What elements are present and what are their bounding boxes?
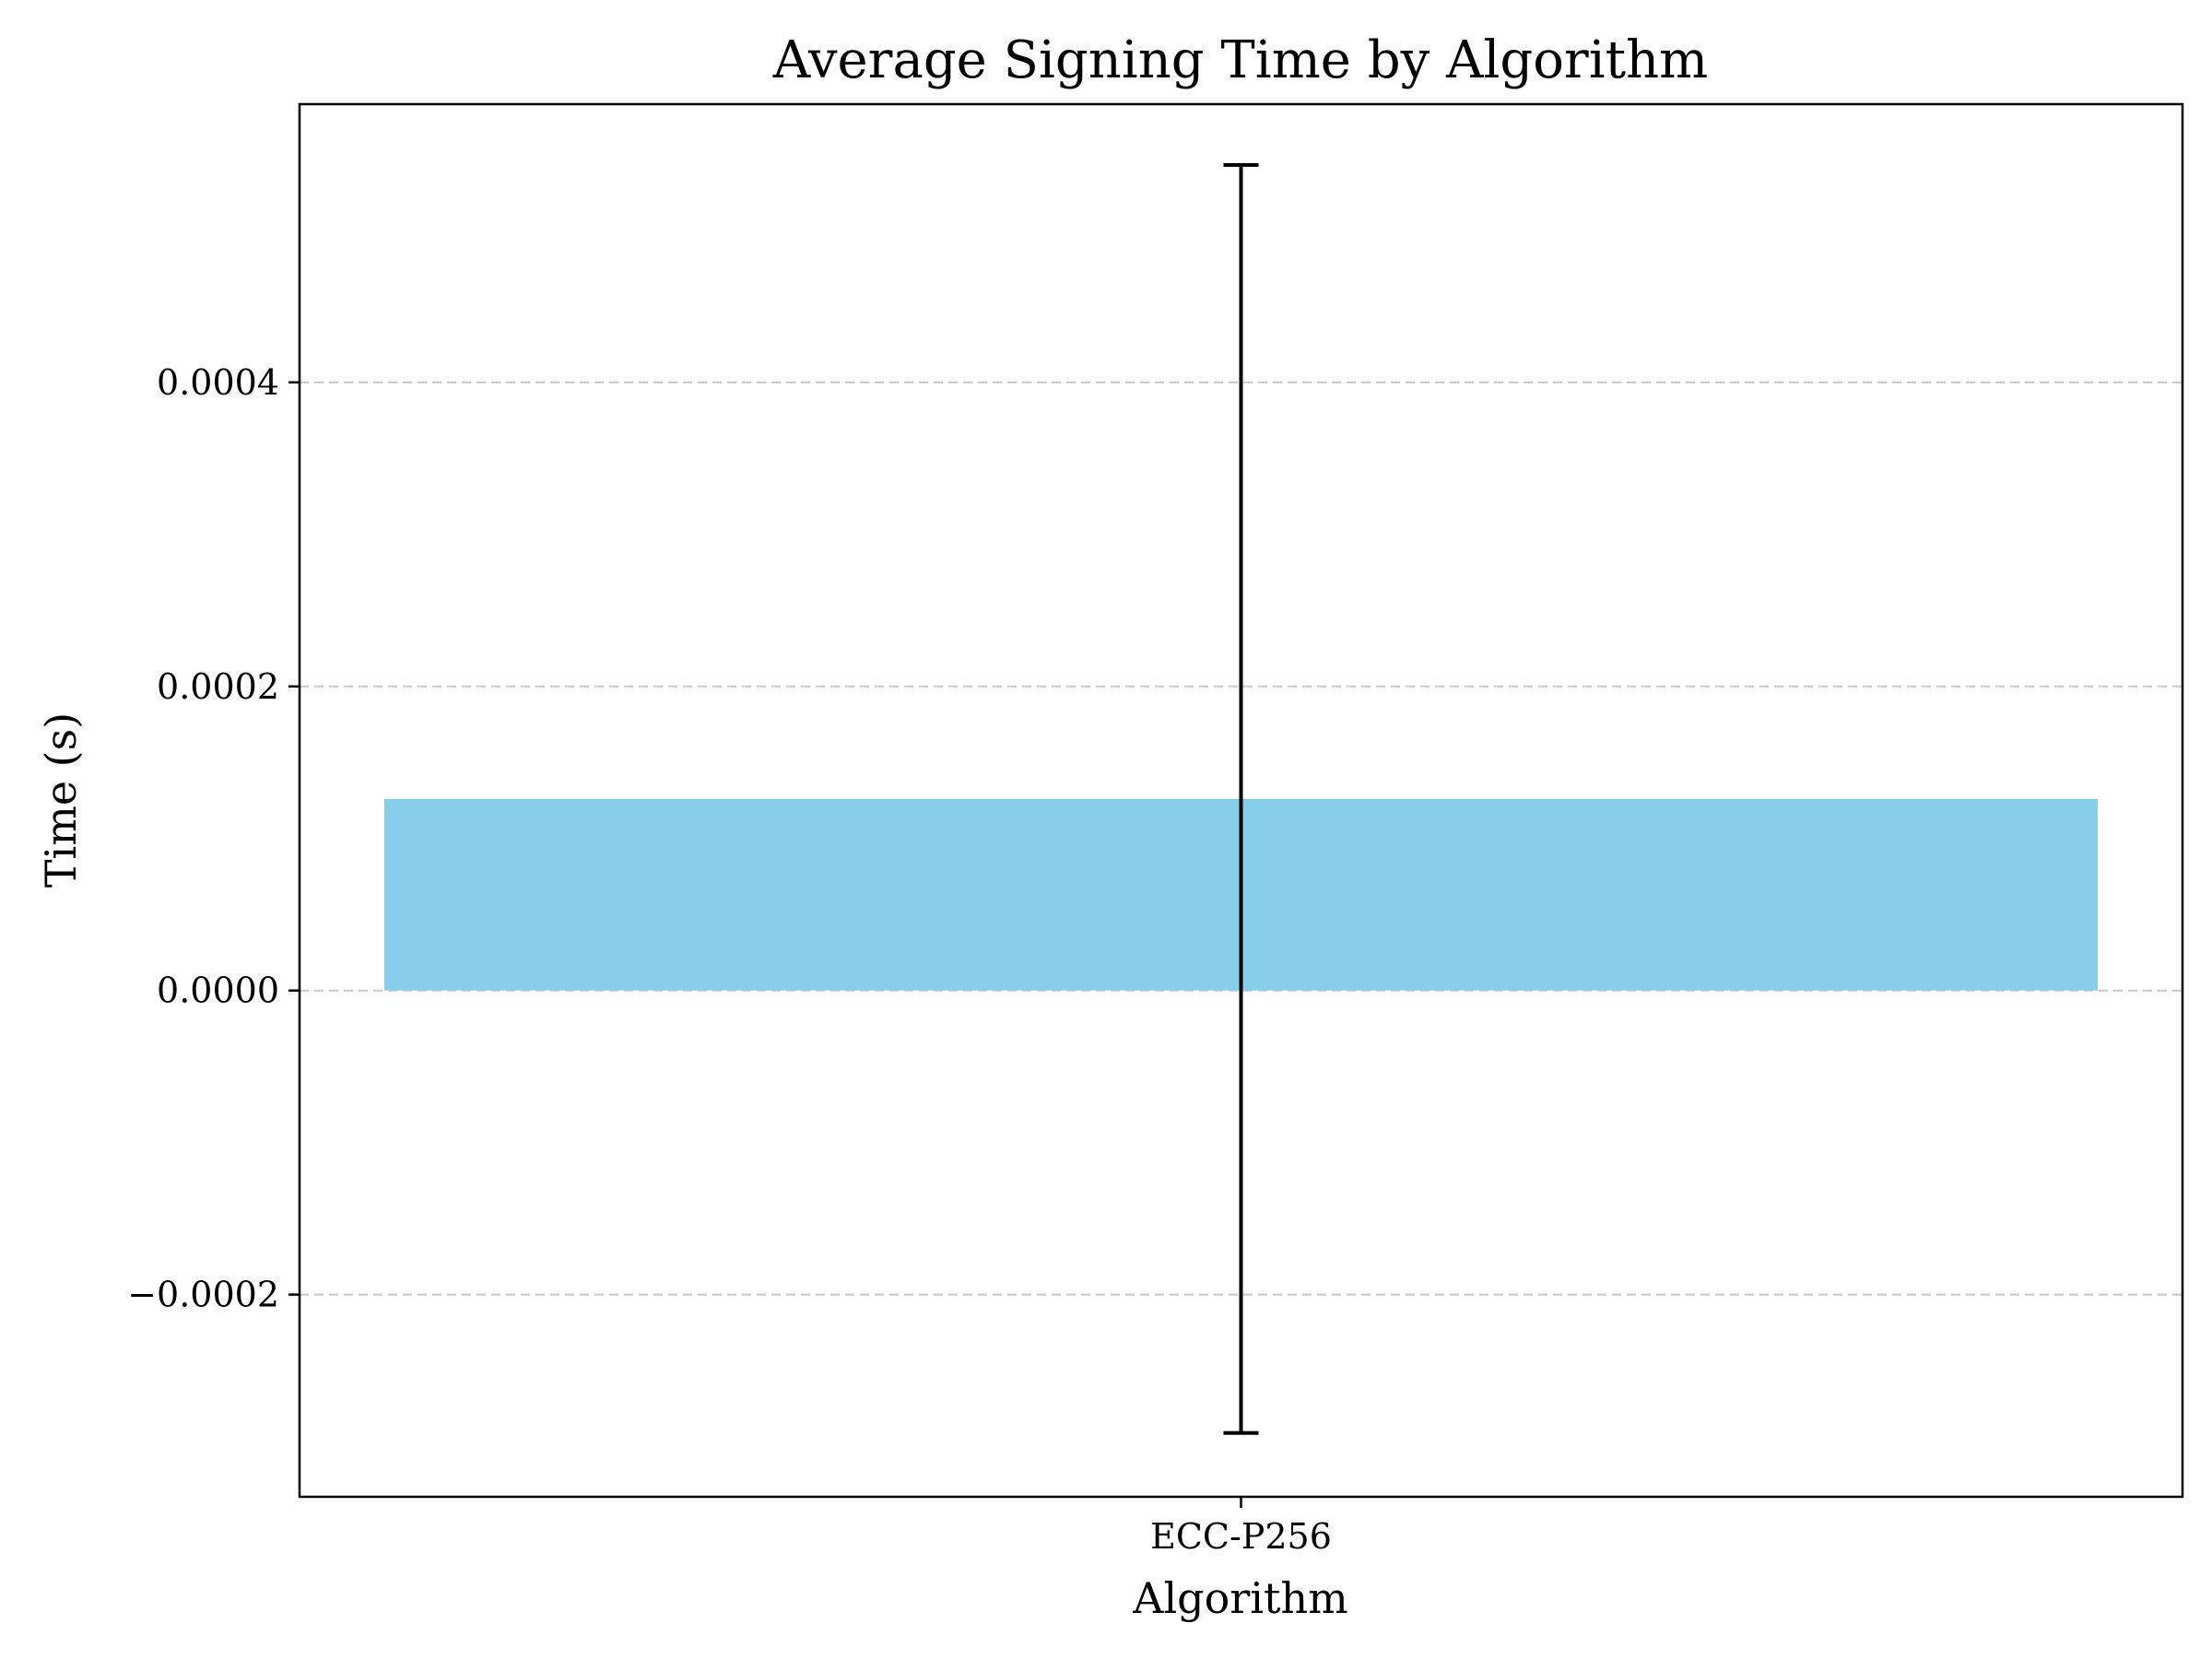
x-axis-label: Algorithm	[1132, 1573, 1348, 1623]
y-tick-label: 0.0004	[157, 362, 279, 403]
x-tick-label: ECC-P256	[1150, 1516, 1332, 1557]
y-tick-label: 0.0002	[157, 666, 279, 707]
error-bar	[1223, 162, 1259, 1435]
y-tick-label: −0.0002	[127, 1275, 279, 1315]
y-axis-label: Time (s)	[36, 712, 86, 888]
error-bars	[1223, 162, 1259, 1435]
y-tick-label: 0.0000	[157, 971, 279, 1011]
x-axis-ticks: ECC-P256	[1150, 1497, 1332, 1557]
chart-title: Average Signing Time by Algorithm	[772, 30, 1709, 90]
y-axis-ticks: −0.0002 0.0000 0.0002 0.0004	[127, 362, 300, 1315]
